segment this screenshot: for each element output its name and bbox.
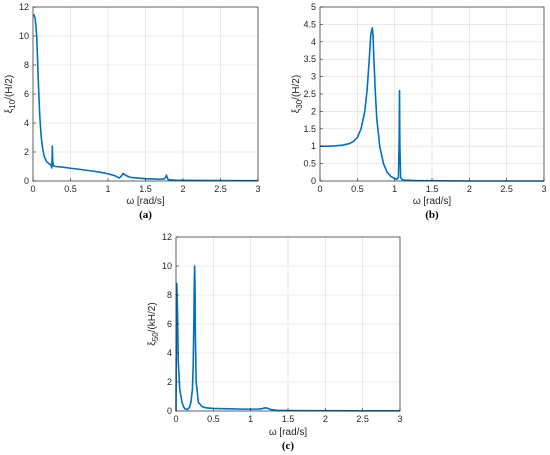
y-tick-label: 10 [162, 261, 172, 271]
x-tick-label: 3 [255, 184, 260, 194]
panel-caption: (b) [425, 209, 439, 221]
x-tick-label: 2.5 [214, 184, 227, 194]
y-tick-label: 6 [167, 319, 172, 329]
y-tick-label: 0 [311, 176, 316, 186]
y-axis-label: ξ10/(H/2) [4, 75, 17, 113]
x-tick-label: 2.5 [500, 184, 513, 194]
y-tick-label: 10 [19, 31, 29, 41]
y-axis-label: ξ50/(kH/2) [147, 302, 160, 345]
y-tick-label: 4.5 [303, 19, 316, 29]
y-tick-label: 0.5 [303, 159, 316, 169]
x-tick-label: 2 [180, 184, 185, 194]
y-tick-label: 3 [311, 72, 316, 82]
y-tick-label: 4 [311, 37, 316, 47]
series-line [320, 27, 544, 182]
x-tick-label: 2.5 [356, 414, 369, 424]
x-tick-label: 0 [173, 414, 178, 424]
y-tick-label: 1 [311, 141, 316, 151]
y-tick-label: 1.5 [303, 124, 316, 134]
x-tick-label: 1 [392, 184, 397, 194]
x-tick-label: 3 [541, 184, 546, 194]
x-tick-label: 0 [30, 184, 35, 194]
chart-panel-b: 0 0.5 1 1.5 2 2.5 3 0 0.5 1 1.5 2 2.5 3 3.5 4 4.5 5 ω [rad… [291, 2, 547, 221]
x-tick-label: 0.5 [64, 184, 77, 194]
y-tick-label: 2 [311, 106, 316, 116]
y-tick-label: 4 [24, 118, 29, 128]
y-tick-label: 5 [311, 2, 316, 12]
y-tick-label: 3.5 [303, 54, 316, 64]
x-tick-label: 1.5 [139, 184, 152, 194]
y-tick-label: 8 [167, 290, 172, 300]
x-tick-label: 0 [317, 184, 322, 194]
x-tick-label: 3 [397, 414, 402, 424]
x-axis-label: ω [rad/s] [413, 196, 452, 207]
x-tick-label: 1 [248, 414, 253, 424]
x-tick-label: 0.5 [207, 414, 220, 424]
x-axis-label: ω [rad/s] [126, 196, 165, 207]
x-tick-label: 2 [323, 414, 328, 424]
series-line [175, 265, 400, 412]
x-tick-label: 1 [105, 184, 110, 194]
y-tick-label: 8 [24, 60, 29, 70]
chart-panel-c: 0 0.5 1 1.5 2 2.5 3 0 2 4 6 8 10 12 ω [rad/s] ξ50/(kH/2… [147, 232, 403, 452]
chart-panel-a: 0 0.5 1 1.5 2 2.5 3 0 2 4 6 8 10 12 ω [rad/s] ξ10/(H/2)… [4, 2, 261, 221]
x-tick-label: 0.5 [351, 184, 364, 194]
x-tick-label: 2 [467, 184, 472, 194]
y-tick-label: 2.5 [303, 89, 316, 99]
y-tick-label: 6 [24, 89, 29, 99]
y-tick-label: 12 [162, 232, 172, 242]
y-tick-label: 0 [167, 406, 172, 416]
y-tick-label: 0 [24, 176, 29, 186]
panel-caption: (a) [139, 209, 152, 221]
x-tick-label: 1.5 [426, 184, 439, 194]
y-tick-label: 2 [24, 147, 29, 157]
panel-caption: (c) [282, 440, 295, 452]
y-tick-label: 4 [167, 348, 172, 358]
y-tick-label: 2 [167, 377, 172, 387]
x-axis-label: ω [rad/s] [269, 427, 308, 438]
y-axis-label: ξ30/(H/2) [291, 75, 304, 113]
x-tick-label: 1.5 [282, 414, 295, 424]
series-line [32, 13, 258, 182]
y-tick-label: 12 [19, 2, 29, 12]
